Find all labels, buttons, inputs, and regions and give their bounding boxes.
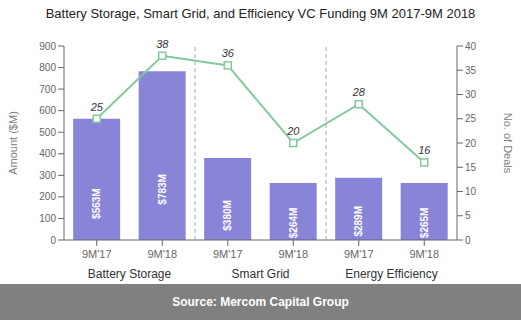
svg-text:Battery Storage: Battery Storage (88, 267, 172, 281)
svg-text:28: 28 (352, 86, 366, 98)
svg-text:$783M: $783M (157, 174, 168, 205)
svg-text:35: 35 (465, 65, 477, 76)
svg-text:Smart Grid: Smart Grid (231, 267, 289, 281)
svg-text:$289M: $289M (353, 206, 364, 237)
svg-text:9M'18: 9M'18 (278, 248, 308, 260)
svg-text:100: 100 (39, 213, 56, 224)
html-text:Battery Storage, Smart Grid, a: Battery Storage, Smart Grid, and Efficie… (45, 6, 476, 21)
svg-text:500: 500 (39, 127, 56, 138)
svg-text:40: 40 (465, 41, 477, 52)
svg-text:300: 300 (39, 170, 56, 181)
svg-text:16: 16 (418, 144, 431, 156)
svg-text:Amount ($M): Amount ($M) (8, 111, 19, 175)
svg-text:800: 800 (39, 62, 56, 73)
svg-text:700: 700 (39, 84, 56, 95)
svg-text:400: 400 (39, 148, 56, 159)
svg-text:9M'17: 9M'17 (82, 248, 112, 260)
svg-text:900: 900 (39, 41, 56, 52)
svg-text:0: 0 (50, 235, 56, 246)
svg-text:Energy Efficiency: Energy Efficiency (345, 267, 438, 281)
html-text:Source: Mercom Capital Group: Source: Mercom Capital Group (172, 295, 349, 309)
svg-text:$380M: $380M (222, 200, 233, 231)
svg-text:$265M: $265M (419, 208, 430, 239)
svg-text:10: 10 (465, 186, 477, 197)
svg-text:9M'17: 9M'17 (213, 248, 243, 260)
svg-text:9M'18: 9M'18 (409, 248, 439, 260)
svg-text:$563M: $563M (91, 188, 102, 219)
svg-text:No. of Deals: No. of Deals (502, 113, 513, 174)
svg-text:600: 600 (39, 105, 56, 116)
svg-text:9M'18: 9M'18 (147, 248, 177, 260)
svg-text:200: 200 (39, 191, 56, 202)
svg-text:30: 30 (465, 89, 477, 100)
svg-text:0: 0 (465, 235, 471, 246)
svg-text:15: 15 (465, 162, 477, 173)
svg-text:25: 25 (465, 113, 477, 124)
svg-text:5: 5 (465, 210, 471, 221)
svg-text:25: 25 (90, 101, 104, 113)
svg-text:20: 20 (465, 138, 477, 149)
svg-text:$264M: $264M (288, 208, 299, 239)
svg-text:9M'17: 9M'17 (344, 248, 374, 260)
svg-text:36: 36 (222, 47, 235, 59)
svg-text:20: 20 (286, 125, 300, 137)
svg-text:38: 38 (156, 38, 169, 50)
